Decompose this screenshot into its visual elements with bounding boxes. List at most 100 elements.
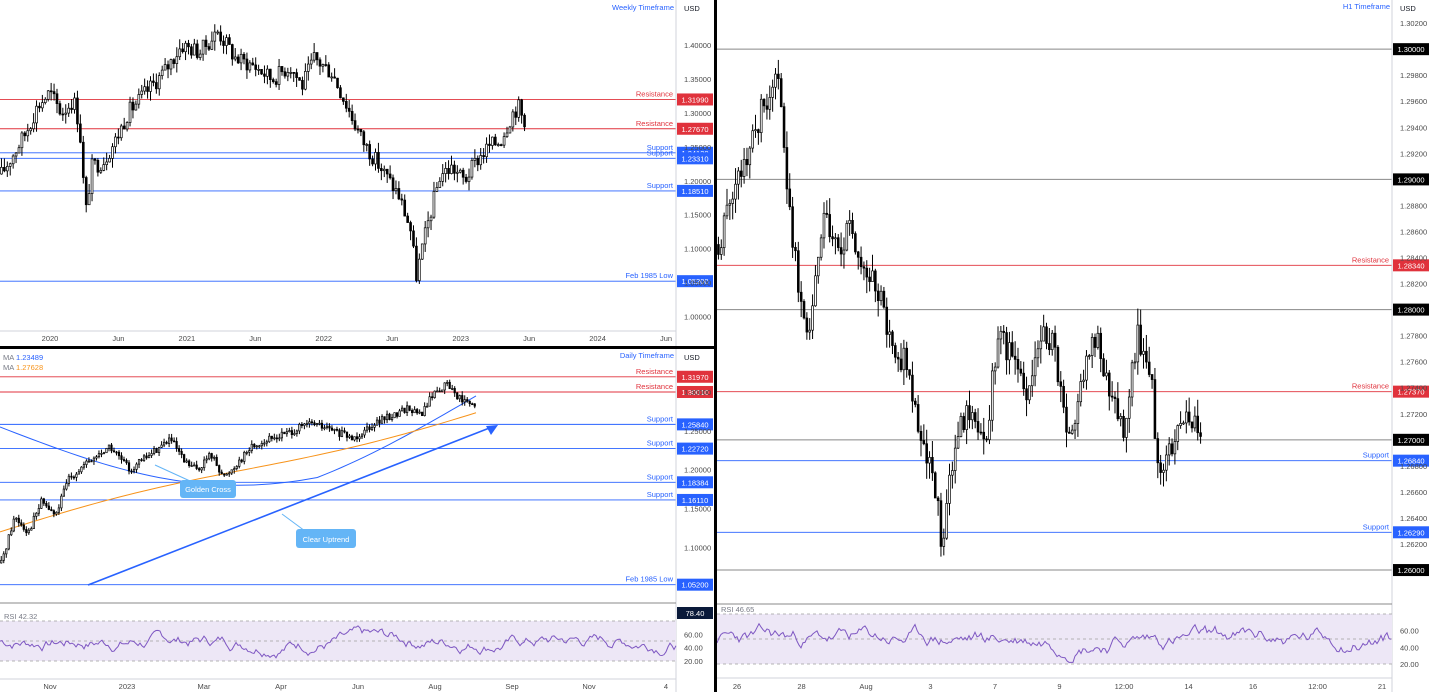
candle-body [248, 62, 252, 71]
candle-body [397, 188, 401, 200]
level-label: Resistance [636, 89, 673, 98]
candle-body [84, 177, 88, 206]
time-tick-label: 2021 [179, 334, 196, 343]
chart-title: H1 Timeframe [1343, 2, 1390, 11]
price-tick-label: 1.35000 [684, 75, 711, 84]
candle-body [979, 431, 983, 434]
candle-body [988, 419, 991, 440]
candle-body [444, 168, 447, 174]
candle-body [35, 105, 38, 124]
time-tick-label: Jun [112, 334, 124, 343]
rsi-marker-tag [677, 607, 713, 619]
candle-body [0, 166, 3, 175]
candle-body [996, 338, 1000, 368]
price-tick-label: 1.20000 [684, 177, 711, 186]
candle-body [868, 276, 871, 282]
candle-body [463, 399, 466, 403]
candle-body [130, 470, 133, 473]
candle-body [5, 165, 9, 172]
price-tag [677, 578, 713, 591]
candle-body [368, 426, 371, 430]
level-label: Support [647, 490, 674, 499]
golden-cross-callout[interactable] [180, 480, 236, 498]
candle-body [511, 111, 515, 128]
candle-body [178, 448, 181, 452]
price-tag-label: 1.30000 [1397, 45, 1424, 54]
candle-body [79, 123, 82, 143]
price-tick-label: 1.26600 [1400, 488, 1427, 497]
time-tick-label: Nov [582, 682, 596, 691]
candle-body [195, 43, 199, 58]
candle-body [65, 483, 68, 490]
candle-body [330, 427, 334, 431]
candle-body [76, 97, 79, 125]
price-tag [1393, 526, 1429, 539]
candle-body [41, 102, 44, 109]
candle-body [1068, 431, 1071, 434]
price-tag-label: 1.27670 [681, 125, 708, 134]
candle-body [488, 143, 491, 146]
rsi-line [717, 622, 1392, 663]
candle-body [298, 77, 301, 81]
daily-chart-panel[interactable]: Daily Timeframe MA 1.23489 MA 1.27628 Resista… [0, 349, 714, 692]
candle-body [411, 410, 414, 414]
candle-body [339, 87, 342, 99]
candle-body [468, 400, 471, 405]
candle-body [323, 427, 326, 430]
rsi-line [0, 625, 677, 659]
candle-body [140, 90, 144, 95]
h1-chart-panel[interactable]: H1 Timeframe 1.30000 1.29000 Resistance 1.28… [717, 0, 1430, 692]
candle-body [785, 147, 789, 190]
candle-body [432, 191, 436, 218]
candle-body [985, 438, 988, 441]
candle-body [421, 411, 424, 417]
time-tick-label: 2024 [589, 334, 606, 343]
candle-body [1099, 332, 1102, 359]
candle-body [805, 317, 809, 333]
candle-body [265, 441, 268, 444]
candle-body [428, 396, 431, 407]
level-label: Resistance [636, 119, 673, 128]
candle-body [871, 270, 874, 282]
clear-uptrend-callout[interactable] [296, 529, 356, 548]
candle-body [499, 144, 503, 146]
candle-body [891, 331, 894, 346]
candle-body [959, 416, 963, 437]
candle-body [268, 68, 272, 80]
candle-body [382, 168, 386, 172]
candle-body [107, 444, 111, 449]
candle-body [865, 267, 869, 278]
price-tag-label: 1.22720 [681, 445, 708, 454]
price-tag-label: 1.27370 [1397, 388, 1424, 397]
weekly-chart-panel[interactable]: Weekly Timeframe Resistance 1.31990 Resista… [0, 0, 714, 346]
candle-body [466, 399, 469, 402]
price-tick-label: 1.28200 [1400, 280, 1427, 289]
candle-body [5, 548, 8, 555]
price-tag [677, 442, 713, 455]
candle-body [413, 409, 416, 414]
candle-body [87, 193, 91, 206]
h1-chart[interactable]: H1 Timeframe 1.30000 1.29000 Resistance 1.28… [717, 0, 1430, 692]
candle-body [327, 64, 331, 78]
candle-body [1116, 398, 1120, 420]
candle-body [854, 233, 857, 253]
candle-body [333, 76, 336, 79]
price-tag [677, 370, 713, 383]
candle-body [774, 73, 777, 88]
candle-body [304, 71, 307, 90]
candle-body [55, 93, 59, 104]
candle-body [1190, 421, 1194, 429]
candle-body [283, 431, 286, 435]
price-tag [1393, 259, 1429, 272]
candle-body [147, 455, 151, 459]
candle-body [67, 475, 70, 484]
candle-body [132, 469, 136, 472]
weekly-chart[interactable]: Weekly Timeframe Resistance 1.31990 Resista… [0, 0, 714, 346]
candle-body [494, 136, 497, 146]
candle-body [1156, 438, 1160, 464]
candle-body [374, 152, 377, 165]
candle-body [393, 412, 396, 419]
candle-body [290, 430, 293, 436]
candle-body [383, 416, 386, 421]
